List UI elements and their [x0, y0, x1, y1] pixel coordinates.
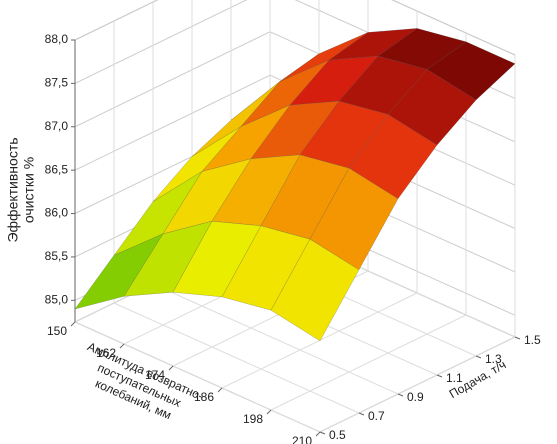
tick-mark — [358, 412, 365, 416]
tick-mark — [168, 365, 174, 371]
tick-mark — [319, 431, 326, 435]
x-tick-label: 162 — [96, 346, 116, 360]
z-tick-label: 87,0 — [45, 119, 69, 133]
x-tick-label: 186 — [194, 390, 214, 404]
y-tick-label: 0.7 — [368, 409, 385, 423]
y-tick-label: 0.5 — [329, 428, 346, 442]
x-tick-label: 174 — [145, 368, 165, 382]
tick-mark — [514, 336, 521, 340]
z-tick-label: 85,0 — [45, 292, 69, 306]
y-tick-label: 1.5 — [524, 333, 541, 347]
y-tick-label: 1.3 — [485, 352, 502, 366]
tick-mark — [70, 321, 76, 327]
tick-mark — [119, 343, 125, 349]
z-tick-label: 85,5 — [45, 249, 69, 263]
z-axis-title: очистки % — [21, 157, 37, 223]
tick-mark — [266, 409, 272, 415]
x-tick-label: 150 — [47, 324, 67, 338]
y-tick-label: 1.1 — [446, 371, 463, 385]
z-tick-label: 87,5 — [45, 76, 69, 90]
surface-patch — [270, 238, 360, 342]
tick-mark — [217, 387, 223, 393]
grid-line — [74, 0, 516, 56]
z-axis-title: Эффективность — [5, 137, 21, 242]
grid-line — [113, 21, 360, 414]
tick-mark — [315, 431, 321, 437]
z-tick-label: 88,0 — [45, 32, 69, 46]
y-tick-label: 0.9 — [407, 390, 424, 404]
z-tick-label: 86,0 — [45, 206, 69, 220]
x-tick-label: 210 — [292, 434, 312, 444]
tick-mark — [436, 374, 443, 378]
tick-mark — [397, 393, 404, 397]
x-tick-label: 198 — [243, 412, 263, 426]
tick-mark — [475, 355, 482, 359]
z-tick-label: 86,5 — [45, 162, 69, 176]
